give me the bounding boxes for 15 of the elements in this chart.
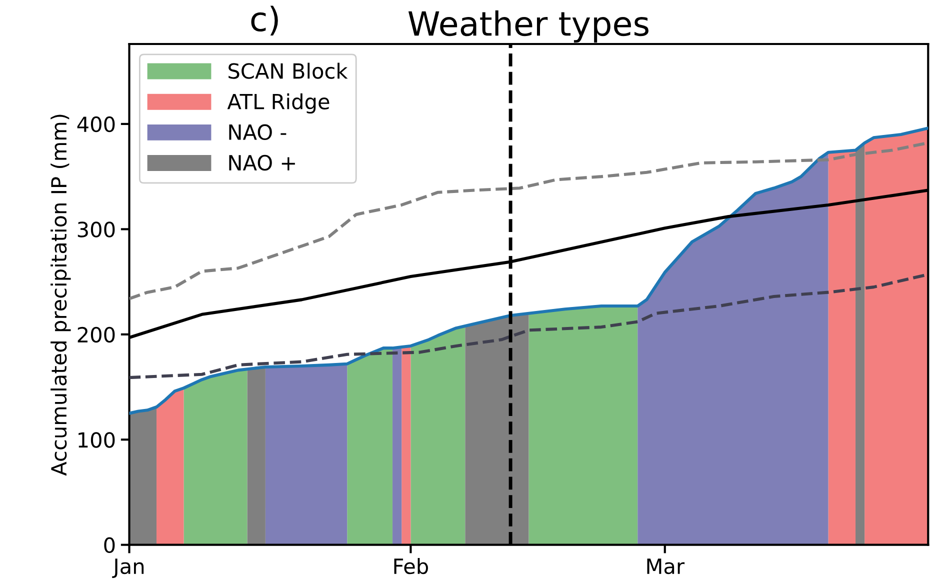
y-tick-label: 100 [78, 432, 115, 448]
chart-title: Weather types [408, 10, 648, 43]
x-tick-label: Jan [112, 558, 144, 578]
text: c) [251, 6, 278, 36]
y-tick-label: 300 [78, 222, 115, 238]
x-tick-label: Feb [394, 558, 428, 574]
y-tick-label: 200 [78, 326, 115, 343]
y-axis-title: Accumulated precipitation IP (mm) [50, 114, 71, 476]
legend-label: NAO - [229, 124, 286, 140]
x-tick-label: Mar [647, 558, 685, 574]
y-tick-label: 0 [104, 537, 115, 554]
legend-label: SCAN Block [228, 62, 348, 79]
y-tick-label: 400 [77, 116, 115, 132]
legend-label: NAO + [229, 154, 295, 171]
legend-label: ATL Ridge [227, 93, 330, 114]
